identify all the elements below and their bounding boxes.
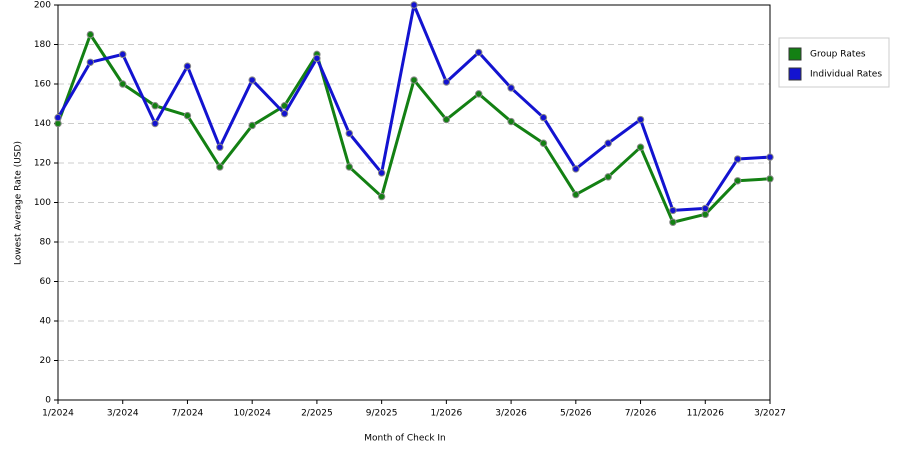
data-point (733, 155, 742, 163)
data-point (507, 117, 515, 126)
legend-swatch (788, 47, 802, 61)
y-tick-label: 160 (34, 80, 51, 90)
y-tick-label: 60 (40, 277, 52, 287)
x-tick-label: 1/2026 (431, 409, 463, 419)
data-point (345, 129, 353, 138)
data-point (119, 50, 127, 59)
data-point (539, 139, 548, 147)
data-point (669, 206, 677, 215)
x-tick-label: 10/2024 (233, 409, 271, 419)
y-tick-label: 120 (34, 159, 51, 169)
y-tick-label: 40 (40, 317, 52, 327)
data-point (539, 113, 548, 122)
data-point (410, 76, 418, 84)
data-point (442, 115, 451, 124)
data-point (604, 139, 612, 147)
data-point (377, 192, 386, 201)
data-point (183, 111, 192, 120)
data-point (216, 163, 224, 171)
data-point (475, 48, 483, 57)
data-point (572, 190, 580, 199)
data-point (669, 218, 677, 226)
data-point (733, 177, 742, 185)
x-tick-label: 11/2026 (687, 409, 725, 419)
x-tick-label: 2/2025 (301, 409, 333, 419)
data-point (151, 102, 159, 110)
data-point (507, 84, 515, 92)
data-point (86, 58, 95, 66)
y-tick-label: 200 (34, 1, 51, 11)
x-tick-label: 3/2024 (107, 409, 139, 419)
y-tick-label: 20 (40, 356, 52, 366)
data-point (636, 143, 645, 151)
y-tick-label: 180 (34, 40, 51, 50)
data-point (766, 175, 774, 183)
data-point (151, 119, 159, 128)
x-tick-label: 7/2024 (172, 409, 204, 419)
data-point (216, 143, 224, 151)
data-point (183, 62, 192, 70)
data-point (345, 163, 353, 171)
data-point (572, 165, 580, 173)
series-line (56, 33, 771, 224)
data-point (313, 54, 321, 63)
y-tick-label: 0 (45, 396, 51, 406)
data-point (377, 169, 386, 177)
x-tick-label: 7/2026 (625, 409, 657, 419)
x-axis-label: Month of Check In (364, 434, 446, 444)
data-point (701, 204, 709, 213)
x-tick-label: 1/2024 (42, 409, 74, 419)
legend-label: Group Rates (810, 50, 866, 60)
legend-swatch (788, 67, 802, 81)
y-axis-label: Lowest Average Rate (USD) (14, 141, 24, 265)
data-point (604, 173, 612, 181)
data-point (119, 80, 127, 88)
data-point (766, 153, 774, 161)
data-point (86, 30, 95, 39)
x-tick-label: 3/2027 (754, 409, 786, 419)
data-point (54, 113, 62, 122)
legend-label: Individual Rates (810, 70, 882, 80)
x-tick-label: 5/2026 (560, 409, 592, 419)
x-tick-label: 9/2025 (366, 409, 398, 419)
data-point (636, 115, 645, 124)
data-point (248, 121, 256, 130)
y-tick-label: 140 (34, 119, 51, 129)
y-tick-label: 80 (40, 238, 52, 248)
x-tick-label: 3/2026 (495, 409, 527, 419)
data-point (248, 76, 256, 84)
data-point (280, 109, 289, 118)
data-point (410, 1, 418, 9)
series-line (56, 3, 771, 212)
data-point (475, 90, 483, 98)
data-point (442, 78, 451, 86)
y-tick-label: 100 (34, 198, 51, 208)
